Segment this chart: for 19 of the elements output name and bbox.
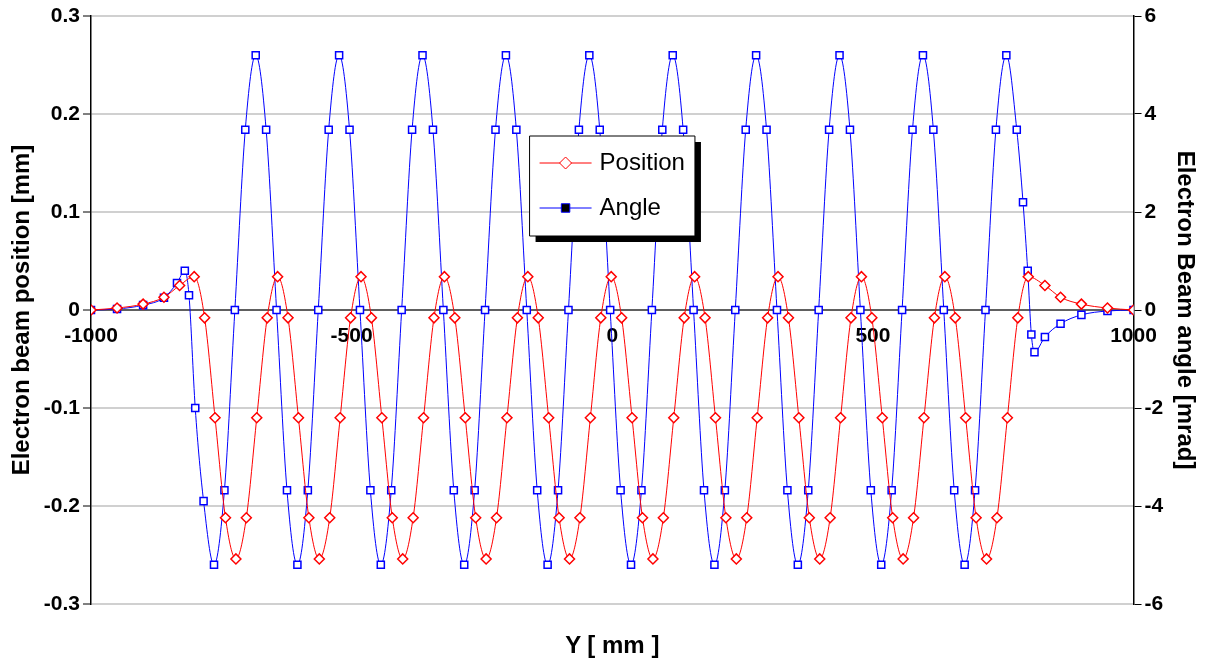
y-tick-label: 0.2 [50, 100, 80, 124]
y-tick-label: -0.2 [43, 492, 80, 516]
y2-tick-label: 2 [1144, 198, 1157, 222]
y-tick-label: 0.3 [50, 2, 80, 26]
x-axis-title: Y [ mm ] [565, 630, 660, 658]
y2-axis-title: Electron Beam angle [mrad] [1172, 150, 1200, 470]
y-tick-label: 0 [68, 296, 80, 320]
y2-tick-label: -6 [1144, 590, 1164, 614]
y-axis-title: Electron beam position [mm] [7, 144, 35, 476]
y2-tick-label: 6 [1144, 2, 1157, 26]
y2-tick-label: -2 [1144, 394, 1164, 418]
y-tick-label: 0.1 [50, 198, 81, 222]
y2-tick-label: 0 [1144, 296, 1157, 320]
y2-tick-label: -4 [1144, 492, 1164, 516]
legend-label: Position [599, 147, 685, 175]
y-tick-label: -0.1 [43, 394, 81, 418]
y2-tick-label: 4 [1144, 100, 1157, 124]
y-tick-label: -0.3 [43, 590, 80, 614]
legend-label: Angle [599, 192, 661, 220]
